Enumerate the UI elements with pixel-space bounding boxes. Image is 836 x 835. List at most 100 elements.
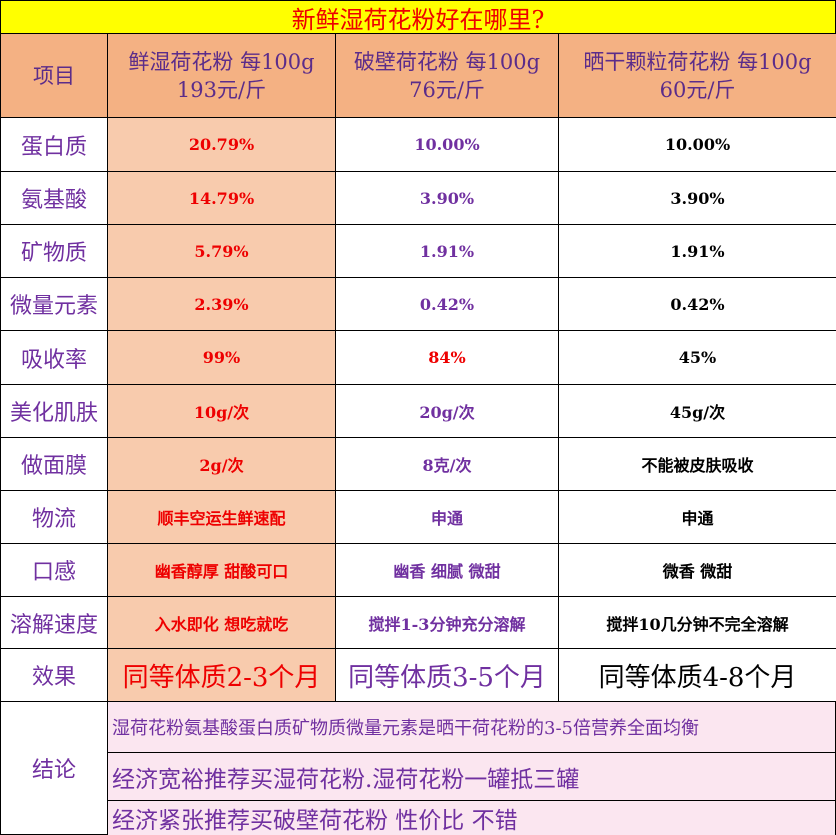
conclusion-line: 湿荷花粉氨基酸蛋白质矿物质微量元素是晒干荷花粉的3-5倍营养全面均衡 (107, 701, 836, 753)
cell-text: 项目 (33, 63, 75, 88)
row-label: 矿物质 (0, 224, 108, 278)
cell-text: 搅拌10几分钟不完全溶解 (606, 614, 789, 634)
cell-text: 申通 (430, 509, 463, 528)
header-label: 项目 (0, 33, 108, 118)
cell-text: 0.42% (419, 294, 475, 314)
row-label: 蛋白质 (0, 117, 108, 172)
cell-text: 效果 (31, 665, 76, 690)
value-cell: 微香 微甜 (558, 543, 836, 597)
row-label: 吸收率 (0, 330, 108, 385)
header-cell: 晒干颗粒荷花粉 每100g 60元/斤 (558, 33, 836, 118)
cell-text: 0.42% (670, 294, 725, 314)
value-cell: 3.90% (558, 171, 836, 225)
cell-text: 76元/斤 (409, 77, 485, 102)
cell-text: 矿物质 (20, 241, 87, 266)
cell-text: 2g/次 (199, 456, 244, 475)
value-cell: 搅拌10几分钟不完全溶解 (558, 596, 836, 649)
cell-text: 3.90% (670, 188, 725, 208)
cell-text: 幽香 细腻 微甜 (393, 562, 501, 581)
cell-text: 45% (678, 348, 717, 367)
value-cell: 10g/次 (107, 384, 336, 438)
cell-text: 8克/次 (422, 456, 472, 475)
cell-text: 破壁荷花粉 每100g (353, 49, 541, 74)
value-cell: 搅拌1-3分钟充分溶解 (335, 596, 559, 649)
cell-text: 1.91% (670, 241, 725, 261)
cell-text: 20.79% (188, 135, 255, 154)
cell-text: 幽香醇厚 甜酸可口 (154, 562, 289, 581)
cell-text: 5.79% (194, 241, 249, 261)
cell-text: 美化肌肤 (9, 401, 98, 426)
row-label: 溶解速度 (0, 596, 108, 649)
title: 新鲜湿荷花粉好在哪里? (0, 0, 836, 34)
conclusion-line: 经济宽裕推荐买湿荷花粉.湿荷花粉一罐抵三罐 (107, 752, 836, 801)
value-cell: 不能被皮肤吸收 (558, 437, 836, 491)
cell-text: 经济宽裕推荐买湿荷花粉.湿荷花粉一罐抵三罐 (112, 766, 580, 793)
value-cell: 84% (335, 330, 559, 385)
value-cell: 99% (107, 330, 336, 385)
cell-text: 10.00% (664, 135, 731, 154)
cell-text: 3.90% (419, 188, 475, 208)
value-cell: 10.00% (558, 117, 836, 172)
value-cell: 入水即化 想吃就吃 (107, 596, 336, 649)
value-cell: 幽香醇厚 甜酸可口 (107, 543, 336, 597)
cell-text: 溶解速度 (9, 612, 98, 638)
row-label: 美化肌肤 (0, 384, 108, 438)
cell-text: 同等体质4-8个月 (598, 662, 797, 693)
value-cell: 幽香 细腻 微甜 (335, 543, 559, 597)
value-cell: 顺丰空运生鲜速配 (107, 490, 336, 544)
cell-text: 入水即化 想吃就吃 (154, 614, 289, 634)
value-cell: 同等体质2-3个月 (107, 648, 336, 702)
cell-text: 口感 (31, 560, 76, 585)
conclusion-line: 经济紧张推荐买破壁荷花粉 性价比 不错 (107, 800, 836, 835)
value-cell: 同等体质4-8个月 (558, 648, 836, 702)
row-label: 物流 (0, 490, 108, 544)
value-cell: 同等体质3-5个月 (335, 648, 559, 702)
row-label: 效果 (0, 648, 108, 702)
value-cell: 申通 (335, 490, 559, 544)
cell-text: 吸收率 (20, 347, 87, 373)
value-cell: 45% (558, 330, 836, 385)
value-cell: 10.00% (335, 117, 559, 172)
cell-text: 不能被皮肤吸收 (641, 456, 754, 475)
cell-text: 新鲜湿荷花粉好在哪里? (291, 5, 545, 34)
cell-text: 微香 微甜 (662, 562, 733, 581)
row-label: 口感 (0, 543, 108, 597)
cell-text: 同等体质2-3个月 (122, 662, 321, 693)
cell-text: 微量元素 (9, 294, 98, 319)
value-cell: 3.90% (335, 171, 559, 225)
cell-text: 10.00% (414, 135, 480, 154)
cell-text: 1.91% (419, 241, 475, 261)
conclusion-label: 结论 (0, 701, 108, 835)
cell-text: 物流 (31, 507, 76, 532)
cell-text: 鲜湿荷花粉 每100g (128, 49, 315, 74)
cell-text: 同等体质3-5个月 (348, 662, 546, 693)
header-cell: 破壁荷花粉 每100g 76元/斤 (335, 33, 559, 118)
cell-text: 蛋白质 (20, 134, 87, 160)
cell-text: 14.79% (188, 188, 255, 208)
cell-text: 湿荷花粉氨基酸蛋白质矿物质微量元素是晒干荷花粉的3-5倍营养全面均衡 (112, 718, 699, 739)
value-cell: 0.42% (335, 277, 559, 331)
cell-text: 氨基酸 (20, 188, 87, 213)
cell-text: 45g/次 (669, 403, 726, 422)
value-cell: 1.91% (335, 224, 559, 278)
row-label: 微量元素 (0, 277, 108, 331)
row-label: 氨基酸 (0, 171, 108, 225)
value-cell: 2.39% (107, 277, 336, 331)
value-cell: 8克/次 (335, 437, 559, 491)
value-cell: 5.79% (107, 224, 336, 278)
value-cell: 14.79% (107, 171, 336, 225)
cell-text: 99% (202, 348, 241, 367)
cell-text: 做面膜 (20, 454, 87, 479)
cell-text: 结论 (31, 758, 76, 783)
cell-text: 经济紧张推荐买破壁荷花粉 性价比 不错 (112, 808, 518, 834)
cell-text: 顺丰空运生鲜速配 (157, 509, 286, 528)
cell-text: 60元/斤 (659, 77, 736, 102)
value-cell: 1.91% (558, 224, 836, 278)
cell-text: 晒干颗粒荷花粉 每100g (583, 49, 812, 74)
row-label: 做面膜 (0, 437, 108, 491)
cell-text: 20g/次 (419, 403, 475, 422)
header-cell: 鲜湿荷花粉 每100g 193元/斤 (107, 33, 336, 118)
value-cell: 2g/次 (107, 437, 336, 491)
cell-text: 申通 (681, 509, 714, 528)
